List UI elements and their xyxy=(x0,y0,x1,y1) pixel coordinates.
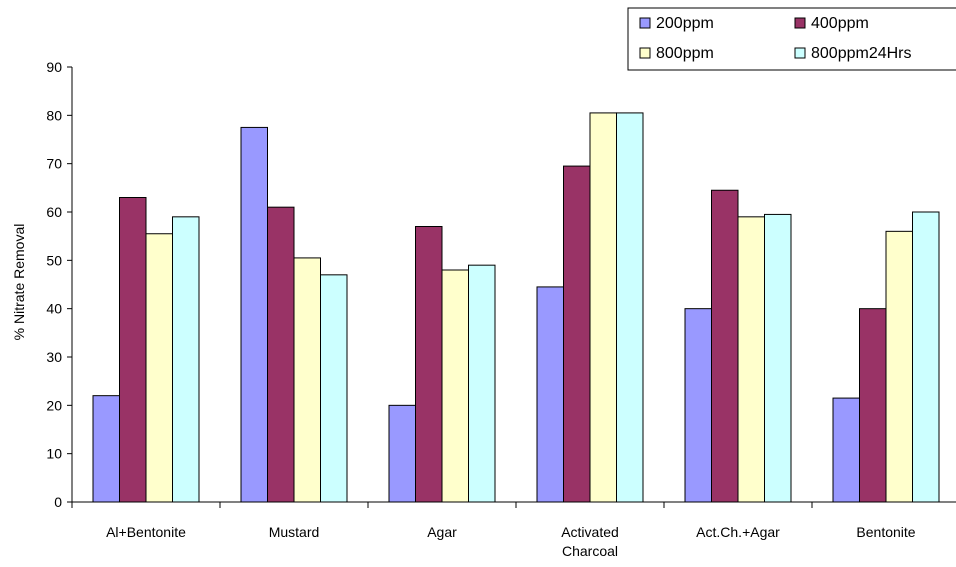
bar-400ppm-2 xyxy=(415,226,443,503)
y-tick-label: 20 xyxy=(46,397,62,413)
category-label: Agar xyxy=(427,524,457,540)
y-tick-label: 30 xyxy=(46,349,62,365)
bar-200ppm-2 xyxy=(388,404,416,503)
category-label: Activated Charcoal xyxy=(561,524,619,559)
y-axis-title: % Nitrate Removal xyxy=(11,224,27,341)
bar-800ppm-2 xyxy=(441,269,469,503)
x-axis xyxy=(71,501,956,508)
y-tick-label: 40 xyxy=(46,301,62,317)
y-tick-label: 80 xyxy=(46,107,62,123)
bar-800ppm24Hrs-0 xyxy=(172,216,200,503)
category-labels: Al+Bentonite Mustard Agar Activated Charcoal… xyxy=(106,524,916,559)
legend-box xyxy=(627,7,956,71)
y-tick-label: 90 xyxy=(46,59,62,75)
y-tick-label: 70 xyxy=(46,156,62,172)
bar-800ppm-1 xyxy=(293,257,321,503)
bar-800ppm-4 xyxy=(737,216,765,503)
bar-400ppm-4 xyxy=(711,189,739,503)
y-tick-label: 0 xyxy=(54,494,62,510)
legend-label: 200ppm xyxy=(656,15,714,32)
bar-800ppm-0 xyxy=(145,233,173,503)
category-label: Al+Bentonite xyxy=(106,524,186,540)
bar-800ppm24Hrs-2 xyxy=(468,264,496,503)
category-label: Act.Ch.+Agar xyxy=(696,524,780,540)
bar-200ppm-0 xyxy=(92,395,120,503)
bar-800ppm24Hrs-5 xyxy=(912,211,940,503)
y-tick-label: 10 xyxy=(46,446,62,462)
legend-label: 400ppm xyxy=(811,15,869,32)
legend-swatch xyxy=(639,47,651,59)
legend-label: 800ppm xyxy=(656,45,714,62)
legend: 200ppm 400ppm 800ppm 800ppm24Hrs xyxy=(627,7,956,71)
y-tick-label: 60 xyxy=(46,204,62,220)
bar-400ppm-3 xyxy=(563,165,591,503)
bar-800ppm-5 xyxy=(885,230,913,503)
bar-800ppm-3 xyxy=(589,112,617,503)
legend-swatch xyxy=(794,17,806,29)
bar-400ppm-1 xyxy=(267,206,295,503)
legend-swatch xyxy=(794,47,806,59)
category-label: Bentonite xyxy=(856,524,915,540)
y-axis: 0 10 20 30 40 50 60 70 80 90 xyxy=(46,59,73,510)
bar-800ppm24Hrs-1 xyxy=(320,274,348,503)
category-label: Mustard xyxy=(269,524,320,540)
legend-swatch xyxy=(639,17,651,29)
legend-label: 800ppm24Hrs xyxy=(811,45,912,62)
bar-200ppm-3 xyxy=(536,286,564,503)
bar-400ppm-0 xyxy=(119,197,147,503)
bar-800ppm24Hrs-3 xyxy=(616,112,644,503)
y-tick-label: 50 xyxy=(46,252,62,268)
bars xyxy=(92,112,940,503)
bar-400ppm-5 xyxy=(859,308,887,503)
bar-200ppm-4 xyxy=(684,308,712,503)
bar-200ppm-5 xyxy=(832,397,860,503)
bar-200ppm-1 xyxy=(240,126,268,503)
bar-800ppm24Hrs-4 xyxy=(764,213,792,503)
